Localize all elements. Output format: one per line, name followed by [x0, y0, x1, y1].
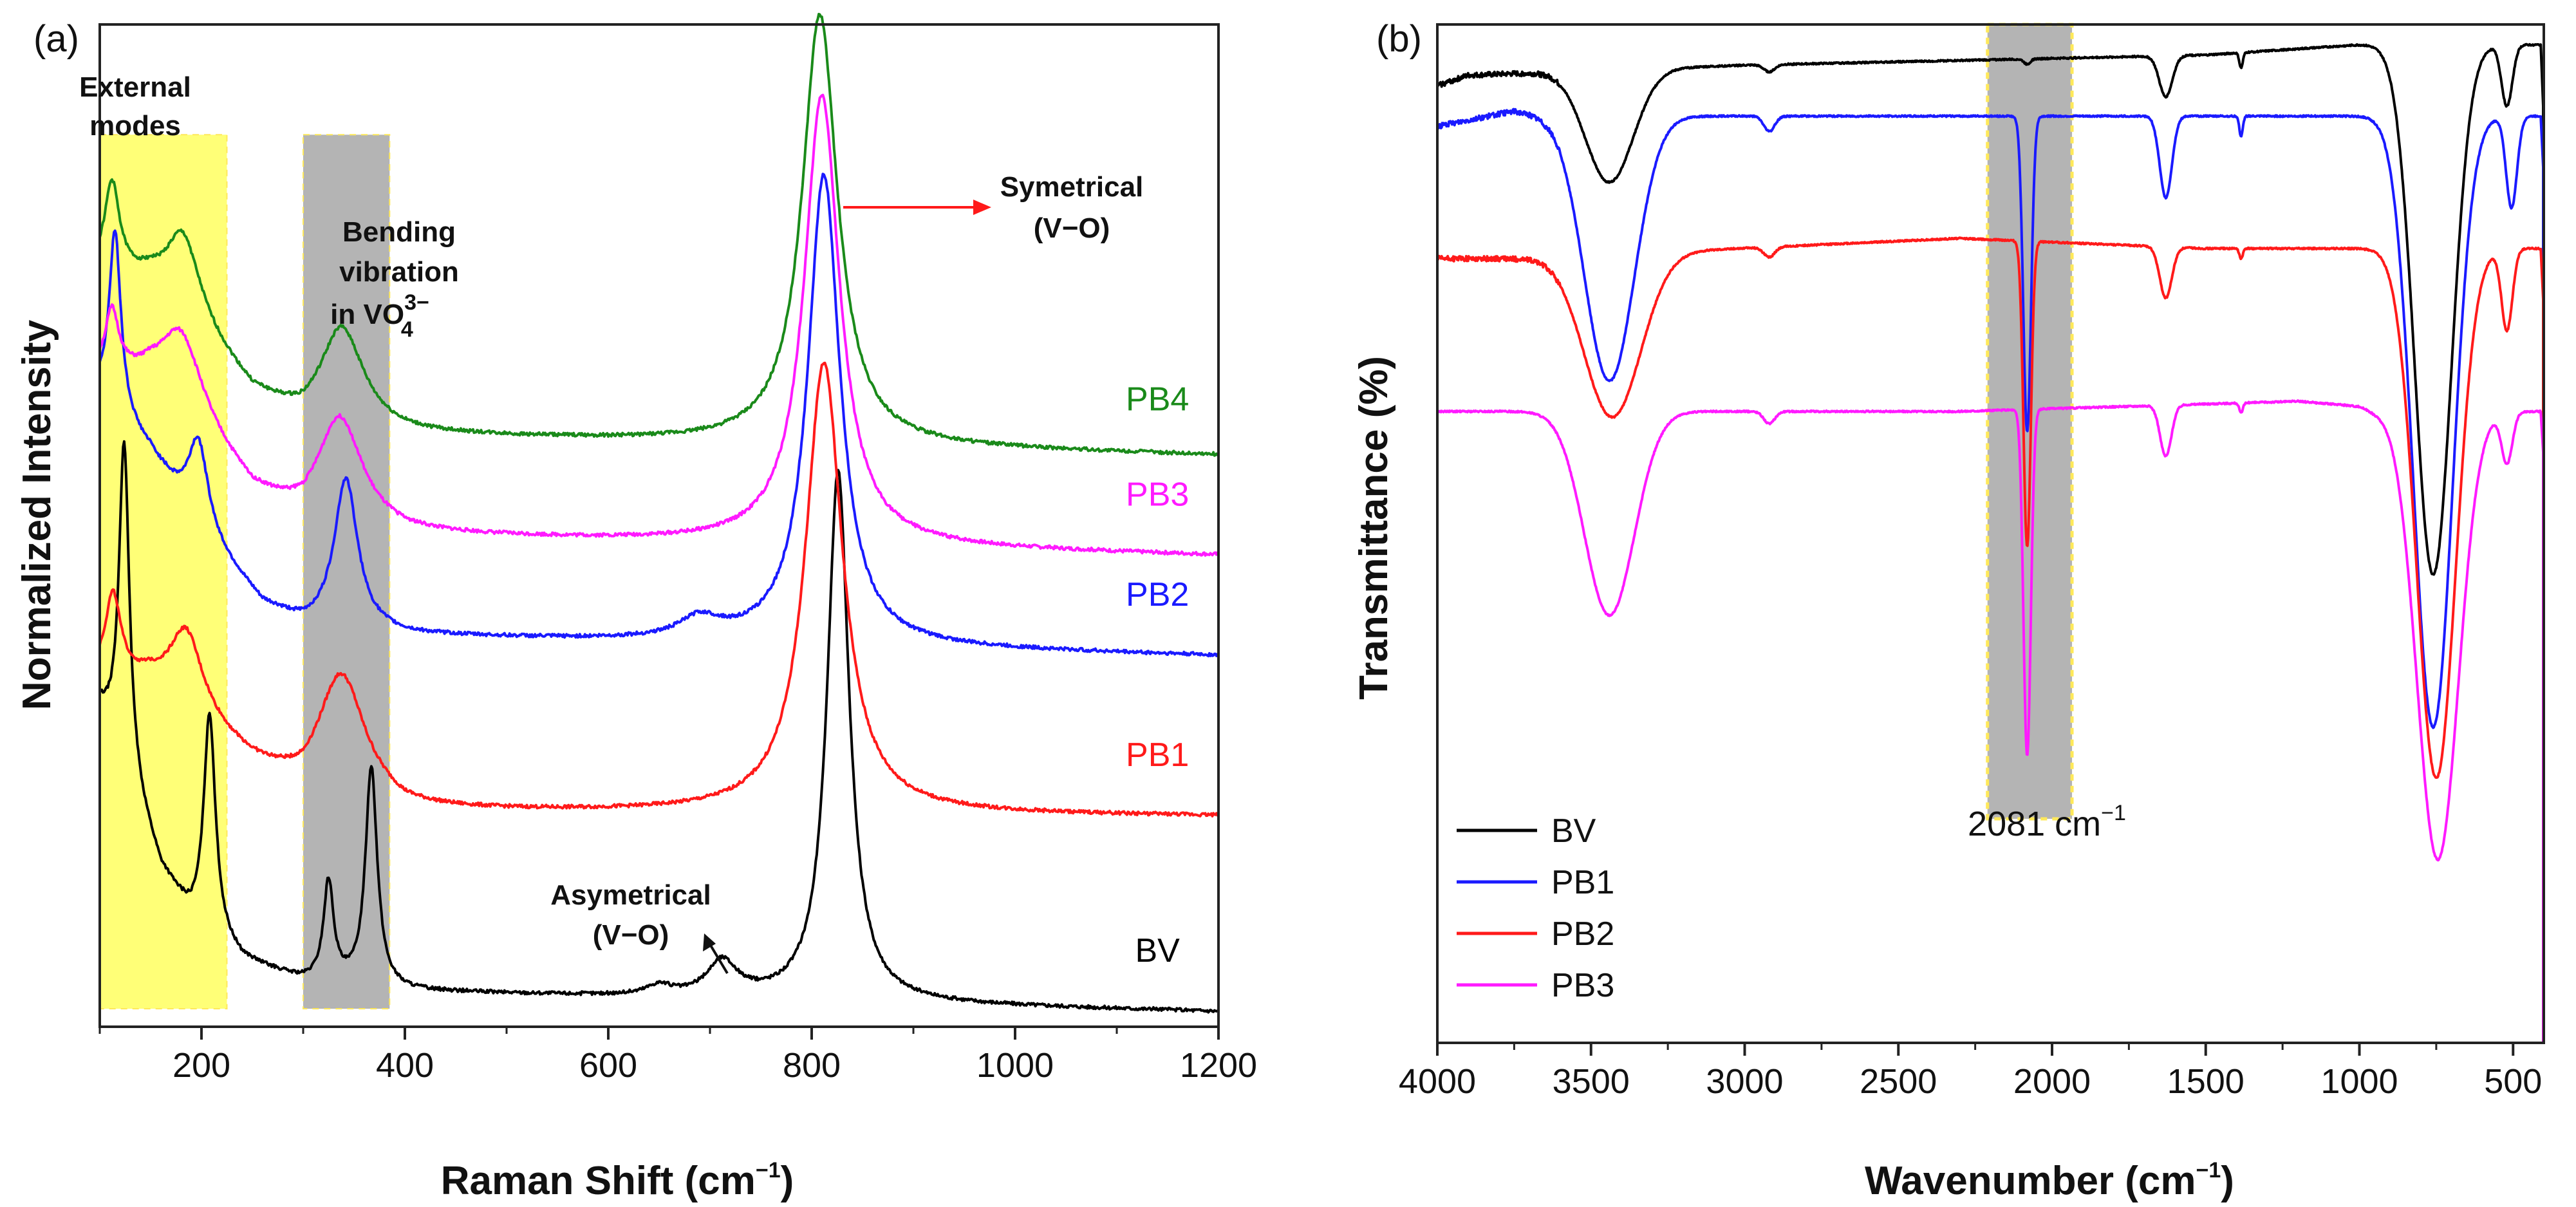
legend-label-pb3: PB3 [1551, 967, 1614, 1004]
annotation-external-modes: External modes [79, 71, 191, 142]
raman-series-bv [99, 440, 1219, 1014]
panel-a-axes-frame [98, 23, 1220, 1028]
ftir-series-pb2 [1436, 236, 2544, 1043]
annotation-symmetrical: Symetrical (V−O) [1000, 171, 1144, 244]
series-label-pb4: PB4 [1126, 380, 1189, 418]
panel-b-legend: BV PB1 PB2 PB3 [1457, 812, 1614, 1004]
legend-label-pb1: PB1 [1551, 864, 1614, 901]
legend-label-bv: BV [1551, 812, 1596, 850]
annotation-bending-vibration: Bending vibration in VO3− 4 [330, 216, 459, 342]
panel-a-label: (a) [33, 18, 79, 60]
panel-b-ticks: 4000 3500 3000 2500 2000 1500 1000 500 [1399, 1043, 2542, 1101]
annotation-asymmetrical: Asymetrical (V−O) [550, 879, 711, 951]
series-label-bv: BV [1135, 932, 1181, 969]
ftir-series-pb1 [1436, 108, 2544, 1023]
raman-series-pb1 [98, 361, 1220, 818]
ftir-series-pb3 [1436, 399, 2544, 1043]
x-tick-label: 3000 [1706, 1062, 1783, 1101]
x-tick-label: 3500 [1553, 1062, 1630, 1101]
raman-series-pb3 [98, 93, 1219, 557]
panel-a-shaded-regions [99, 134, 391, 1009]
panel-b-ftir-chart: 4000 3500 3000 2500 2000 1500 1000 500 (b) Wave… [1352, 18, 2545, 1203]
x-tick-label: 2000 [2013, 1062, 2091, 1101]
panel-a-y-axis-title: Normalized Intensity [15, 319, 59, 710]
x-tick-label: 1200 [1180, 1046, 1257, 1085]
symmetric-arrowhead [973, 200, 991, 215]
series-label-pb3: PB3 [1126, 476, 1189, 513]
panel-b-y-axis-title: Transmittance (%) [1352, 356, 1396, 700]
x-tick-label: 600 [579, 1046, 637, 1085]
panel-a-series-labels: BV PB1 PB2 PB3 PB4 [1126, 380, 1189, 969]
asymmetric-arrowhead [703, 933, 716, 951]
panel-a-series-group [98, 12, 1220, 1014]
x-tick-label: 400 [376, 1046, 434, 1085]
panel-a-ticks: 200 400 600 800 1000 1200 [98, 1027, 1257, 1085]
x-tick-label: 1000 [2320, 1062, 2398, 1101]
panel-b-series-group [1436, 42, 2544, 1043]
annotation-2081-band: 2081 cm−1 [1968, 801, 2126, 843]
shaded-region-bending-region [303, 134, 391, 1009]
panel-b-axes-frame [1436, 23, 2545, 1044]
x-tick-label: 2500 [1860, 1062, 1937, 1101]
panel-b-label: (b) [1376, 18, 1422, 60]
x-tick-label: 500 [2484, 1062, 2542, 1101]
series-label-pb1: PB1 [1126, 736, 1189, 774]
x-tick-label: 1000 [976, 1046, 1054, 1085]
x-tick-label: 1500 [2167, 1062, 2245, 1101]
asymmetric-arrow [707, 940, 729, 975]
panel-b-x-axis-title: Wavenumber (cm−1) [1865, 1158, 2234, 1203]
raman-series-pb2 [98, 173, 1220, 658]
series-label-pb2: PB2 [1126, 576, 1189, 613]
x-tick-label: 800 [783, 1046, 841, 1085]
raman-series-pb4 [98, 12, 1220, 457]
legend-label-pb2: PB2 [1551, 915, 1614, 953]
panel-a-x-axis-title: Raman Shift (cm−1) [441, 1158, 794, 1203]
x-tick-label: 200 [173, 1046, 230, 1085]
ftir-series-bv [1436, 42, 2544, 962]
x-tick-label: 4000 [1399, 1062, 1476, 1101]
